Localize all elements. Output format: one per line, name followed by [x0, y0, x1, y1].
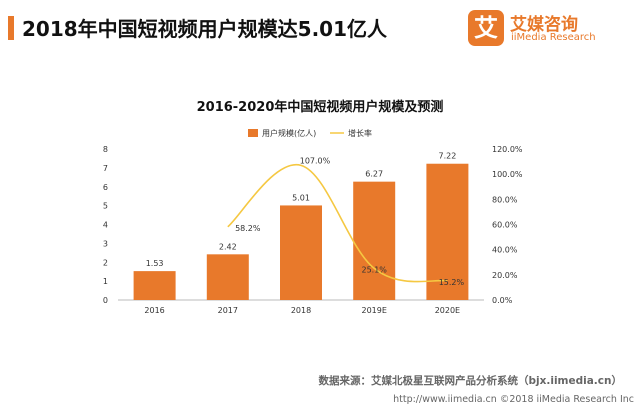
bar-data-label: 1.53 [146, 259, 164, 268]
data-source-note: 数据来源：艾媒北极星互联网产品分析系统（bjx.iimedia.cn） [318, 375, 622, 387]
y-right-tick-label: 120.0% [492, 145, 523, 154]
line-data-label: 25.1% [361, 265, 387, 274]
x-tick-label: 2020E [435, 306, 460, 315]
y-right-tick-label: 100.0% [492, 170, 523, 179]
bar-2020E [426, 163, 469, 300]
title-accent-bar [8, 16, 14, 40]
x-tick-label: 2018 [291, 306, 311, 315]
bar-2017 [206, 254, 249, 300]
y-left-tick-label: 3 [103, 239, 108, 248]
line-data-label: 107.0% [300, 156, 331, 165]
copyright-footer: http://www.iimedia.cn ©2018 iiMedia Rese… [393, 394, 634, 405]
legend-label-line: 增长率 [348, 128, 372, 138]
y-right-tick-label: 0.0% [492, 296, 513, 305]
line-data-label: 15.2% [439, 278, 465, 287]
y-left-tick-label: 6 [103, 183, 108, 192]
bar-2019E [353, 181, 396, 300]
bar-data-label: 5.01 [292, 193, 310, 202]
logo-english-name: iiMedia Research [511, 32, 596, 43]
y-right-tick-label: 60.0% [492, 221, 518, 230]
logo-chinese-name: 艾媒咨询 [510, 15, 578, 35]
legend-label-bar: 用户规模(亿人) [262, 128, 316, 138]
combo-bar-line-chart: 用户规模(亿人) 增长率0123456780.0%20.0%40.0%60.0%8… [103, 128, 523, 315]
y-left-tick-label: 0 [103, 296, 108, 305]
y-left-tick-label: 4 [103, 221, 108, 230]
iimedia-logo: 艾 艾媒咨询 iiMedia Research [468, 10, 633, 50]
bar-data-label: 7.22 [438, 152, 456, 161]
bar-2016 [133, 271, 176, 300]
chart-title: 2016-2020年中国短视频用户规模及预测 [196, 100, 444, 115]
y-right-tick-label: 80.0% [492, 195, 518, 204]
logo-mark-icon: 艾 [468, 10, 504, 46]
bar-2018 [280, 205, 322, 300]
y-left-tick-label: 2 [103, 258, 108, 267]
y-left-tick-label: 1 [103, 277, 108, 286]
line-data-label: 58.2% [235, 224, 261, 233]
y-left-tick-label: 7 [103, 164, 108, 173]
x-tick-label: 2019E [361, 306, 386, 315]
x-tick-label: 2016 [144, 306, 164, 315]
legend-swatch-bar [248, 129, 258, 137]
y-left-tick-label: 8 [103, 145, 108, 154]
growth-rate-line [227, 164, 448, 283]
page-title: 2018年中国短视频用户规模达5.01亿人 [22, 17, 388, 41]
bar-data-label: 6.27 [365, 170, 383, 179]
x-tick-label: 2017 [218, 306, 238, 315]
y-left-tick-label: 5 [103, 202, 108, 211]
y-right-tick-label: 40.0% [492, 246, 518, 255]
y-right-tick-label: 20.0% [492, 271, 518, 280]
bar-data-label: 2.42 [219, 242, 237, 251]
